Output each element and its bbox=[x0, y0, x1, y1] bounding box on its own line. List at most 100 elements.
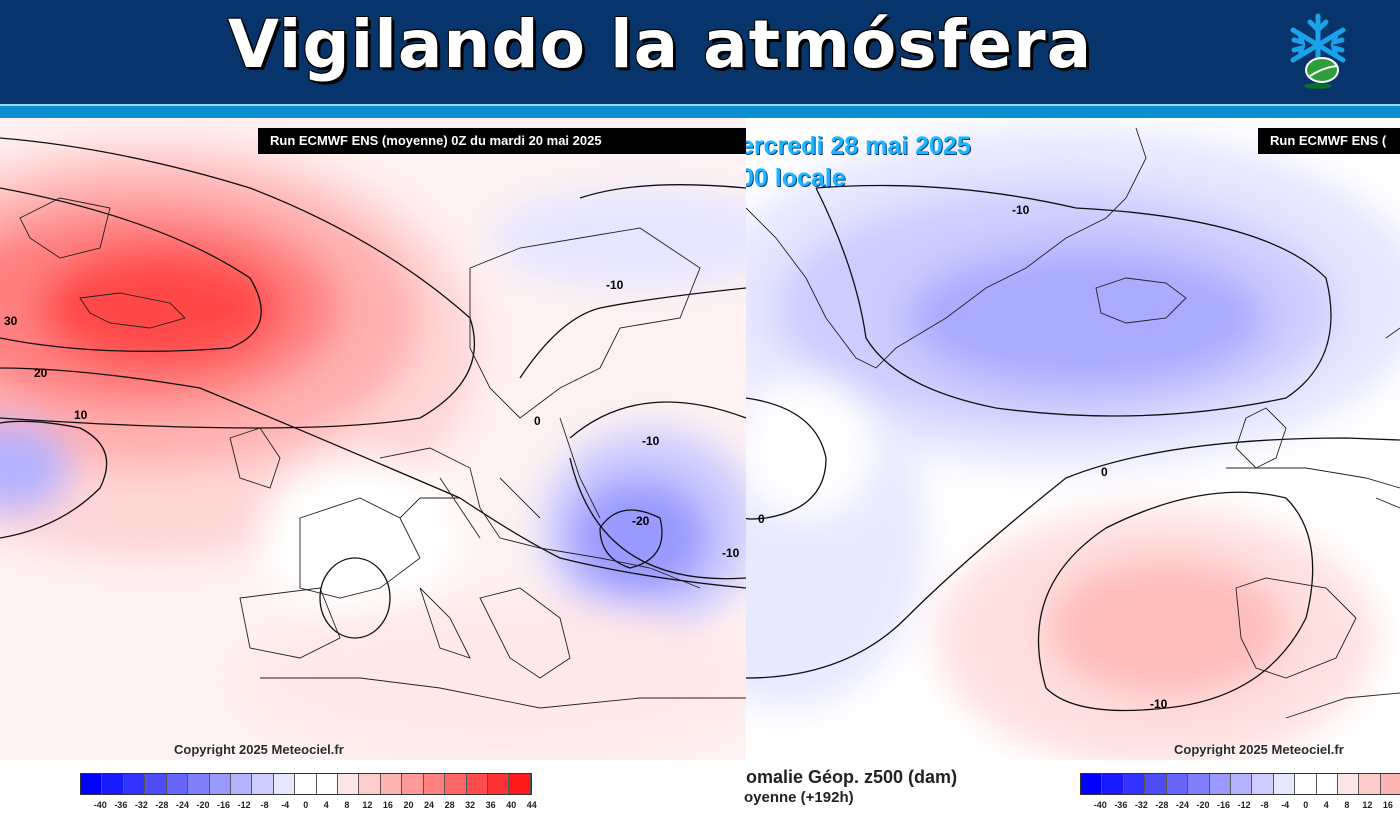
scale-tick-label: 12 bbox=[1362, 800, 1373, 810]
scale-tick-label: -4 bbox=[281, 800, 290, 810]
scale-swatch bbox=[252, 774, 274, 794]
contour-label: -10 bbox=[642, 434, 660, 448]
run-banner: Run ECMWF ENS (moyenne) 0Z du mardi 20 m… bbox=[258, 128, 746, 154]
scale-tick-label: -8 bbox=[260, 800, 269, 810]
caption-line2: oyenne (+192h) bbox=[744, 789, 854, 806]
scale-tick-label: 44 bbox=[526, 800, 537, 810]
scale-tick-label: -16 bbox=[1217, 800, 1231, 810]
contour-label: 20 bbox=[34, 366, 48, 380]
scale-swatch bbox=[188, 774, 210, 794]
scale-swatch bbox=[1252, 774, 1274, 794]
map-caption: omalie Géop. z500 (dam) oyenne (+192h) bbox=[744, 766, 958, 808]
contour-label: 0 bbox=[1101, 465, 1108, 479]
scale-swatch bbox=[1295, 774, 1317, 794]
header-bar: Vigilando la atmósfera bbox=[0, 0, 1400, 104]
scale-tick-label: -28 bbox=[1155, 800, 1169, 810]
scale-tick-label: 4 bbox=[323, 800, 329, 810]
scale-tick-label: 32 bbox=[465, 800, 476, 810]
scale-tick-label: -28 bbox=[155, 800, 169, 810]
scale-tick-label: -36 bbox=[114, 800, 128, 810]
page-title: Vigilando la atmósfera bbox=[227, 6, 1093, 83]
left-map-panel: 30 20 10 -10 0 -10 -20 -10 Run ECMWF ENS… bbox=[0, 118, 746, 760]
scale-tick-label: -12 bbox=[237, 800, 251, 810]
scale-tick-label: 0 bbox=[1303, 800, 1309, 810]
scale-tick-label: -20 bbox=[196, 800, 210, 810]
caption-line1: omalie Géop. z500 (dam) bbox=[746, 767, 958, 787]
scale-tick-label: 40 bbox=[506, 800, 517, 810]
contour-label: 0 bbox=[534, 414, 541, 428]
valid-time: 00 locale bbox=[746, 164, 846, 192]
scale-swatch bbox=[466, 774, 489, 794]
scale-tick-label: -36 bbox=[1114, 800, 1128, 810]
contour-label: 30 bbox=[4, 314, 18, 328]
scale-tick-label: 16 bbox=[1382, 800, 1393, 810]
scale-tick-label: 16 bbox=[382, 800, 393, 810]
color-scale-left bbox=[80, 773, 532, 795]
scale-tick-label: -24 bbox=[1175, 800, 1189, 810]
scale-swatch bbox=[445, 774, 467, 794]
scale-swatch bbox=[102, 774, 124, 794]
left-anomaly-map: 30 20 10 -10 0 -10 -20 -10 bbox=[0, 118, 746, 760]
scale-swatch bbox=[316, 774, 339, 794]
scale-swatch bbox=[295, 774, 317, 794]
scale-swatch bbox=[1166, 774, 1189, 794]
color-scale-right-wrap: -40-36-32-28-24-20-16-12-8-4048121620242… bbox=[1080, 760, 1400, 817]
copyright-text: Copyright 2025 Meteociel.fr bbox=[174, 742, 344, 757]
scale-swatch bbox=[81, 774, 103, 794]
scale-tick-label: -12 bbox=[1237, 800, 1251, 810]
scale-tick-label: -32 bbox=[134, 800, 148, 810]
contour-label: -10 bbox=[1150, 697, 1168, 711]
contour-label: 10 bbox=[74, 408, 88, 422]
scale-swatch bbox=[380, 774, 403, 794]
scale-swatch bbox=[423, 774, 446, 794]
contour-label: -10 bbox=[722, 546, 740, 560]
run-banner: Run ECMWF ENS ( bbox=[1258, 128, 1400, 154]
scale-tick-label: -4 bbox=[1281, 800, 1290, 810]
scale-tick-label: -16 bbox=[217, 800, 231, 810]
scale-swatch bbox=[145, 774, 167, 794]
scale-swatch bbox=[166, 774, 189, 794]
scale-swatch bbox=[509, 774, 531, 794]
scale-tick-label: 12 bbox=[362, 800, 373, 810]
scale-tick-label: 24 bbox=[424, 800, 435, 810]
scale-tick-label: -40 bbox=[1093, 800, 1107, 810]
scale-tick-label: 8 bbox=[344, 800, 350, 810]
scale-tick-label: -8 bbox=[1260, 800, 1269, 810]
scale-swatch bbox=[338, 774, 360, 794]
scale-swatch bbox=[230, 774, 253, 794]
scale-swatch bbox=[1273, 774, 1296, 794]
scale-tick-label: -40 bbox=[93, 800, 107, 810]
snowflake-leaf-icon bbox=[1290, 13, 1346, 89]
scale-tick-label: 36 bbox=[485, 800, 496, 810]
scale-tick-label: 8 bbox=[1344, 800, 1350, 810]
valid-date: ercredi 28 mai 2025 bbox=[746, 132, 971, 160]
contour-label: 0 bbox=[758, 512, 765, 526]
scale-swatch bbox=[1230, 774, 1253, 794]
scale-ticks-left: -40 -36 -32 -28 -24 -20 -16 -12 -8 -4 0 4 8 12 16 20 24 2… bbox=[90, 800, 542, 810]
contour-label: -10 bbox=[1012, 203, 1030, 217]
scale-swatch bbox=[359, 774, 381, 794]
scale-tick-label: 20 bbox=[403, 800, 414, 810]
scale-swatch bbox=[402, 774, 424, 794]
scale-tick-label: 4 bbox=[1323, 800, 1329, 810]
scale-swatch bbox=[1359, 774, 1381, 794]
scale-swatch bbox=[1316, 774, 1339, 794]
scale-swatch bbox=[1338, 774, 1360, 794]
scale-swatch bbox=[1380, 774, 1400, 794]
scale-tick-label: 28 bbox=[444, 800, 455, 810]
scale-swatch bbox=[209, 774, 231, 794]
scale-swatch bbox=[1145, 774, 1167, 794]
scale-tick-label: -32 bbox=[1134, 800, 1148, 810]
scale-tick-label: 0 bbox=[303, 800, 309, 810]
color-scale-right bbox=[1080, 773, 1400, 795]
copyright-text: Copyright 2025 Meteociel.fr bbox=[1174, 742, 1344, 757]
scale-tick-label: -24 bbox=[175, 800, 189, 810]
scale-tick-label: -20 bbox=[1196, 800, 1210, 810]
scale-ticks-right: -40-36-32-28-24-20-16-12-8-4048121620242… bbox=[1090, 800, 1400, 810]
scale-swatch bbox=[1123, 774, 1146, 794]
header-stripe bbox=[0, 104, 1400, 118]
right-anomaly-map: -10 0 0 -10 bbox=[746, 118, 1400, 760]
scale-swatch bbox=[1209, 774, 1231, 794]
contour-label: -20 bbox=[632, 514, 650, 528]
right-map-panel: -10 0 0 -10 ercredi 28 mai 2025 00 local… bbox=[746, 118, 1400, 760]
